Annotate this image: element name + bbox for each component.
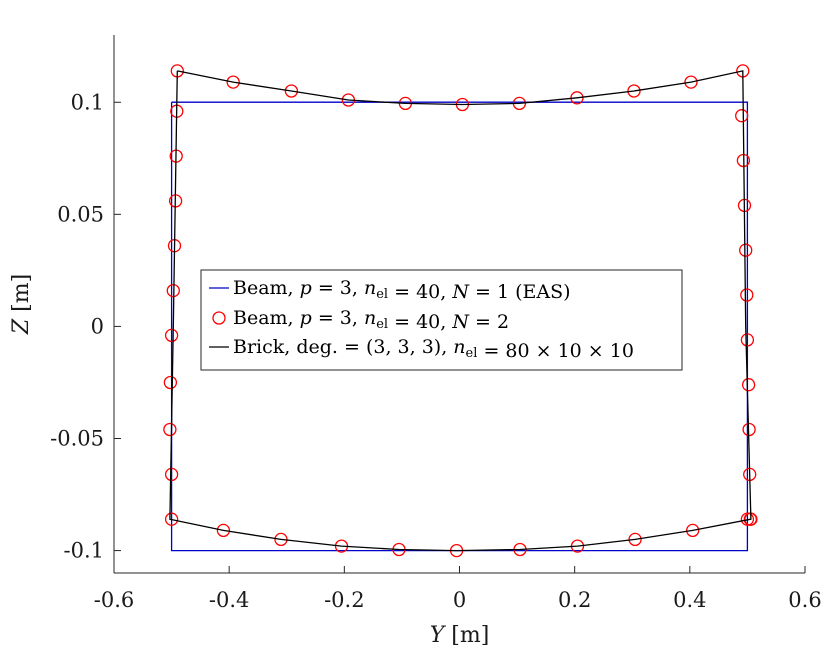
legend-label: Beam, p = 3, nel = 40, N = 1 (EAS) <box>233 277 571 303</box>
x-tick-label: -0.6 <box>94 588 135 612</box>
data-point <box>739 243 753 257</box>
data-point <box>627 84 641 98</box>
series-brick-line <box>169 70 752 552</box>
legend-box <box>200 269 683 371</box>
legend-marker-swatch <box>212 311 226 325</box>
data-point <box>163 375 178 390</box>
data-point <box>740 333 755 347</box>
data-point <box>164 467 179 482</box>
data-point <box>740 288 754 302</box>
data-point <box>684 75 698 89</box>
axes: -0.6 -0.4 -0.2 0 0.2 0.4 0.6 -0.1 -0.05 0 0.05 0.1 Y… <box>9 35 822 648</box>
brick-line-path <box>169 70 752 552</box>
data-point <box>628 532 642 547</box>
legend-label: Brick, deg. = (3, 3, 3), nel = 80 × 10 ×… <box>233 336 634 362</box>
data-point <box>741 378 756 392</box>
data-point <box>163 422 177 437</box>
data-point <box>740 512 755 526</box>
x-axis-label: Y [m] <box>430 623 490 648</box>
data-point <box>216 523 231 538</box>
data-point <box>164 512 179 526</box>
y-tick-label: -0.1 <box>64 539 105 563</box>
data-point <box>284 84 299 98</box>
data-point <box>274 532 288 547</box>
legend-label: Beam, p = 3, nel = 40, N = 2 <box>233 307 509 333</box>
x-tick-label: 0.4 <box>673 588 706 612</box>
plot-area <box>163 64 758 558</box>
data-point <box>735 109 749 123</box>
y-tick-label: 0.1 <box>71 90 104 114</box>
y-axis-label: Z [m] <box>9 274 34 335</box>
x-tick-label: 0.2 <box>558 588 591 612</box>
y-tick-label: 0.05 <box>57 202 104 226</box>
x-tick-label: 0 <box>453 588 466 612</box>
legend: Beam, p = 3, nel = 40, N = 1 (EAS) Beam, … <box>200 269 683 371</box>
x-tick-label: -0.4 <box>209 588 250 612</box>
y-tick-label: 0 <box>91 314 104 338</box>
x-tick-label: 0.6 <box>788 588 821 612</box>
data-point <box>226 75 240 89</box>
data-point <box>686 523 700 538</box>
x-tick-label: -0.2 <box>324 588 365 612</box>
data-point <box>164 328 179 343</box>
y-tick-label: -0.05 <box>50 427 104 451</box>
